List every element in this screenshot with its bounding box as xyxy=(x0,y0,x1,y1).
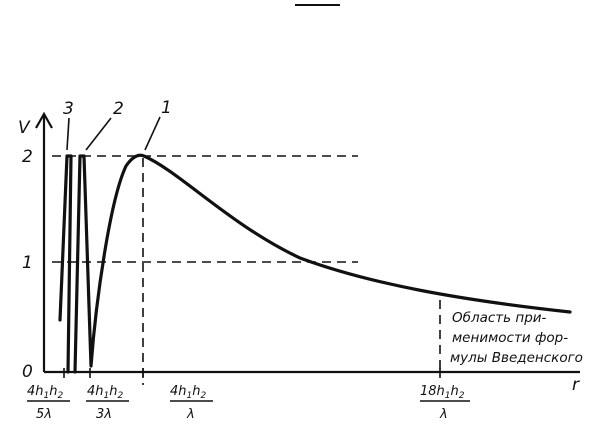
y-tick-label-0: 0 xyxy=(22,362,33,382)
x-axis-label: r xyxy=(572,375,580,395)
x-tick-fraction-denominator: λ xyxy=(439,407,448,422)
x-tick-label-18h1h2-lambda: 18h1h2 λ xyxy=(420,384,470,422)
x-tick-fraction-denominator: λ xyxy=(186,407,195,422)
region-note-line-2: менимости фор- xyxy=(452,330,568,346)
curve-label-1: 1 xyxy=(161,98,172,118)
curve-label-1-leader xyxy=(144,116,161,151)
x-tick-fraction-denominator: 3λ xyxy=(96,407,112,422)
y-tick-label-1: 1 xyxy=(22,253,33,273)
x-tick-fraction-numerator: 4h1h2 xyxy=(27,384,64,401)
y-tick-label-2: 2 xyxy=(22,147,33,167)
y-axis-label: V xyxy=(18,118,31,138)
region-note-line-3: мулы Введенского xyxy=(450,350,583,366)
x-tick-fraction-numerator: 4h1h2 xyxy=(87,384,124,401)
curve-3 xyxy=(58,154,73,374)
x-tick-fraction-numerator: 18h1h2 xyxy=(420,384,465,401)
x-tick-fraction-denominator: 5λ xyxy=(36,407,52,422)
curve-label-2-leader xyxy=(85,117,112,151)
curve-label-2: 2 xyxy=(113,99,124,119)
x-tick-label-4h1h2-lambda: 4h1h2 λ xyxy=(170,384,213,422)
curve-label-3-leader xyxy=(66,117,70,151)
curve-1-and-2 xyxy=(73,153,572,374)
x-tick-fraction-numerator: 4h1h2 xyxy=(170,384,207,401)
x-tick-label-4h1h2-5lambda: 4h1h2 5λ xyxy=(27,384,70,422)
x-tick-label-4h1h2-3lambda: 4h1h2 3λ xyxy=(86,384,129,422)
region-note-line-1: Область при- xyxy=(452,310,547,326)
curve-label-3: 3 xyxy=(63,99,74,119)
